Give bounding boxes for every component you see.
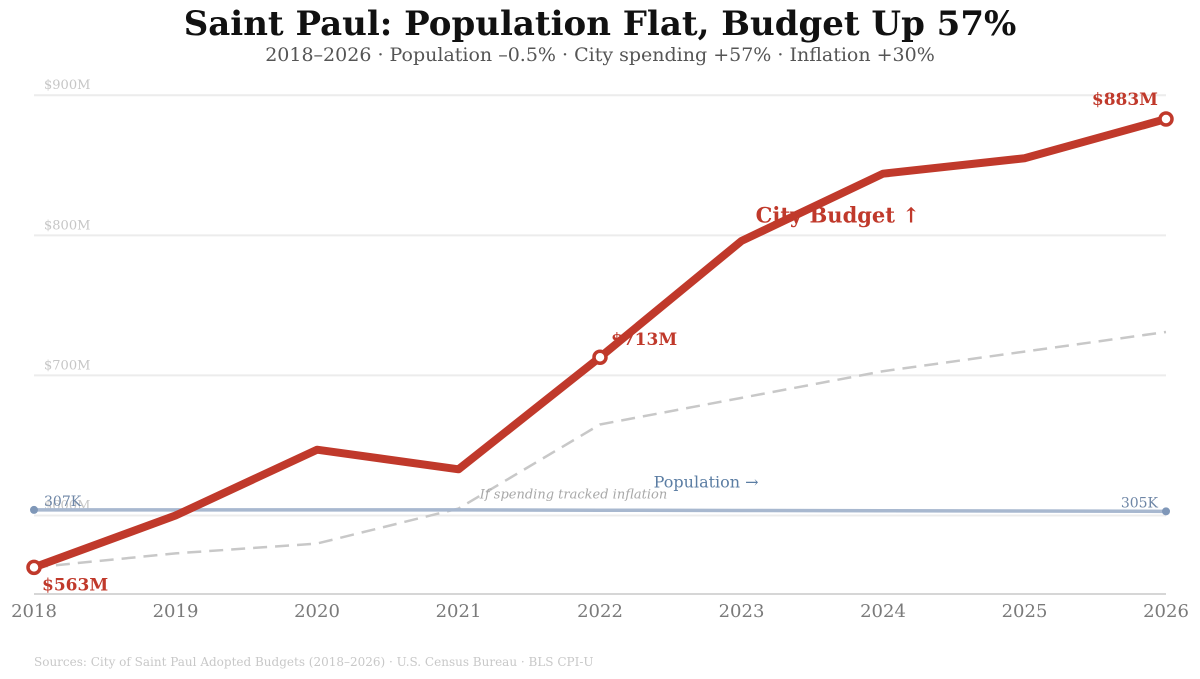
inflation-line bbox=[33, 330, 1167, 569]
chart-subtitle: 2018–2026 · Population –0.5% · City spen… bbox=[265, 44, 935, 66]
budget-value-label-4: $713M bbox=[611, 330, 677, 350]
sources-footer: Sources: City of Saint Paul Adopted Budg… bbox=[34, 655, 594, 669]
x-tick-label-8: 2026 bbox=[1143, 601, 1189, 622]
gridlines bbox=[34, 94, 1166, 517]
inflation-series-label: If spending tracked inflation bbox=[479, 487, 667, 502]
budget-point-8 bbox=[1158, 111, 1174, 127]
x-tick-label-5: 2023 bbox=[719, 601, 765, 622]
budget-series-label: City Budget ↑ bbox=[756, 203, 920, 228]
x-axis-ticks: 2018 2019 2020 2021 2022 2023 2024 2025 2026 bbox=[11, 601, 1189, 622]
x-tick-label-2: 2020 bbox=[294, 601, 340, 622]
population-series-label: Population → bbox=[654, 472, 759, 491]
population-point-0 bbox=[30, 505, 38, 514]
y-tick-label-2: $700M bbox=[44, 358, 90, 373]
x-tick-label-4: 2022 bbox=[577, 601, 623, 622]
population-value-label-0: 307K bbox=[44, 494, 82, 510]
y-axis-ticks: $900M$800M$700M$600M bbox=[44, 78, 90, 513]
population-value-label-8: 305K bbox=[1121, 495, 1159, 511]
y-tick-label-1: $800M bbox=[44, 218, 90, 233]
budget-value-label-8: $883M bbox=[1092, 90, 1158, 110]
x-tick-label-0: 2018 bbox=[11, 601, 57, 622]
x-tick-label-3: 2021 bbox=[436, 601, 482, 622]
annotations: $563M $713M $883M City Budget ↑ Population →… bbox=[42, 90, 1159, 595]
series bbox=[26, 111, 1174, 576]
x-tick-label-6: 2024 bbox=[860, 601, 906, 622]
budget-point-0 bbox=[26, 559, 42, 576]
budget-point-4 bbox=[592, 349, 608, 365]
x-tick-label-1: 2019 bbox=[153, 601, 199, 622]
budget-value-label-0: $563M bbox=[42, 575, 108, 595]
y-tick-label-0: $900M bbox=[44, 78, 90, 93]
chart-title: Saint Paul: Population Flat, Budget Up 5… bbox=[183, 4, 1017, 44]
population-point-8 bbox=[1162, 507, 1170, 516]
population-line bbox=[34, 508, 1167, 514]
x-tick-label-7: 2025 bbox=[1002, 601, 1048, 622]
